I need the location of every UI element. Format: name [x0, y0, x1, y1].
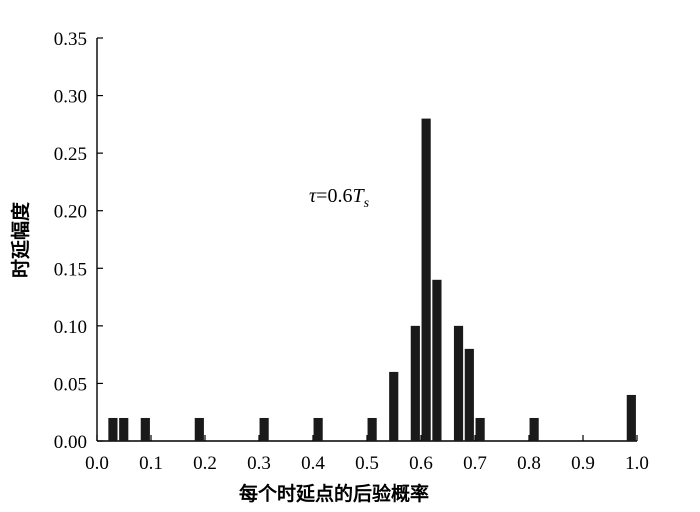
- x-axis-title: 每个时延点的后验概率: [239, 482, 429, 505]
- y-tick-label: 0.25: [54, 144, 87, 165]
- tau-subscript: s: [364, 196, 370, 211]
- y-tick-label: 0.10: [54, 317, 87, 338]
- x-tick-label: 0.2: [193, 453, 217, 474]
- x-tick-label: 0.1: [139, 453, 163, 474]
- bar: [367, 417, 377, 441]
- bar: [140, 417, 150, 441]
- bar: [259, 417, 269, 441]
- bar: [432, 279, 442, 441]
- bar: [529, 417, 539, 441]
- x-tick-label: 0.8: [517, 453, 541, 474]
- bar: [313, 417, 323, 441]
- tau-symbol: τ: [309, 185, 317, 207]
- bar: [421, 118, 431, 441]
- bar: [108, 417, 118, 441]
- bar: [464, 348, 474, 441]
- x-tick-label: 0.0: [85, 453, 109, 474]
- y-tick-label: 0.35: [54, 29, 87, 50]
- x-tick-label: 0.7: [463, 453, 487, 474]
- tau-variable: T: [352, 185, 365, 207]
- x-tick-label: 0.4: [301, 453, 325, 474]
- x-tick-label: 0.3: [247, 453, 271, 474]
- y-axis-title: 时延幅度: [9, 201, 32, 278]
- axes: [96, 38, 637, 442]
- bar: [410, 325, 420, 441]
- bar: [475, 417, 485, 441]
- y-ticks: 0.00 0.05 0.10 0.15 0.20 0.25 0.30 0.35: [54, 29, 103, 453]
- tau-annotation: τ=0.6Ts: [309, 185, 370, 211]
- y-tick-label: 0.05: [54, 374, 87, 395]
- bar: [119, 417, 129, 441]
- bar: [453, 325, 464, 441]
- tau-value: =0.6: [316, 185, 352, 207]
- x-tick-label: 0.9: [571, 453, 595, 474]
- x-tick-label: 0.5: [355, 453, 379, 474]
- y-tick-label: 0.00: [54, 432, 87, 453]
- y-tick-label: 0.15: [54, 259, 87, 280]
- bar: [194, 417, 204, 441]
- x-tick-label: 1.0: [625, 453, 649, 474]
- bar: [389, 371, 399, 441]
- x-tick-label: 0.6: [409, 453, 433, 474]
- bars: [108, 118, 636, 441]
- y-tick-label: 0.20: [54, 202, 87, 223]
- y-tick-label: 0.30: [54, 87, 87, 108]
- x-ticks: 0.0 0.1 0.2 0.3 0.4 0.5 0.6 0.7 0.8 0.9 1.0: [85, 435, 649, 474]
- bar: [626, 394, 636, 441]
